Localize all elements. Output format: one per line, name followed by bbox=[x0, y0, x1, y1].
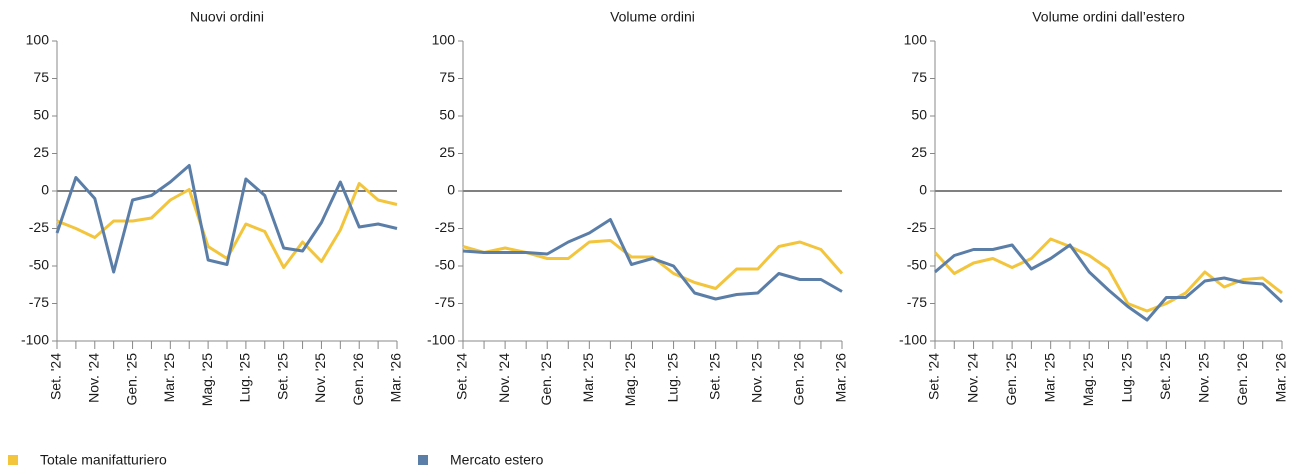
y-tick-label: 0 bbox=[447, 182, 455, 198]
x-tick-label: Lug. '25 bbox=[237, 353, 253, 403]
x-tick-label: Set. '24 bbox=[926, 353, 942, 400]
y-tick-label: 75 bbox=[439, 69, 455, 85]
x-tick-label: Nov. '24 bbox=[85, 353, 101, 403]
series-line bbox=[933, 237, 1283, 313]
y-tick-label: -75 bbox=[907, 294, 927, 310]
x-tick-label: Mar. '25 bbox=[161, 353, 177, 403]
series-line bbox=[55, 164, 398, 274]
y-tick-label: 0 bbox=[919, 182, 927, 198]
panel-title: Nuovi ordini bbox=[190, 9, 264, 25]
x-tick-label: Set. '25 bbox=[1157, 353, 1173, 400]
y-tick-label: 0 bbox=[41, 182, 49, 198]
x-tick-label: Nov. '24 bbox=[496, 353, 512, 403]
x-tick-label: Mag. '25 bbox=[1080, 353, 1096, 406]
panel-title: Volume ordini bbox=[610, 9, 695, 25]
x-tick-label: Set. '25 bbox=[274, 353, 290, 400]
x-tick-label: Mag. '25 bbox=[622, 353, 638, 406]
y-tick-label: -100 bbox=[899, 332, 927, 348]
series-line bbox=[934, 243, 1284, 322]
y-tick-label: -50 bbox=[29, 257, 49, 273]
x-tick-label: Mar. '26 bbox=[833, 353, 849, 403]
series-line bbox=[462, 239, 844, 290]
x-tick-label: Mar. '25 bbox=[1041, 353, 1057, 403]
x-tick-label: Mag. '25 bbox=[199, 353, 215, 406]
x-tick-label: Gen. '25 bbox=[538, 353, 554, 406]
y-tick-label: -25 bbox=[435, 219, 455, 235]
x-tick-label: Lug. '25 bbox=[1118, 353, 1134, 403]
x-tick-label: Mar. '26 bbox=[388, 353, 404, 403]
y-tick-label: 50 bbox=[911, 107, 927, 123]
y-tick-label: -50 bbox=[907, 257, 927, 273]
legend-label: Totale manifatturiero bbox=[40, 452, 167, 468]
y-tick-label: 50 bbox=[439, 107, 455, 123]
x-tick-label: Set. '25 bbox=[706, 353, 722, 400]
y-tick-label: -75 bbox=[435, 294, 455, 310]
x-tick-label: Gen. '26 bbox=[1234, 353, 1250, 406]
y-tick-label: -25 bbox=[29, 219, 49, 235]
legend-swatch bbox=[8, 455, 18, 465]
x-tick-label: Gen. '26 bbox=[350, 353, 366, 406]
y-tick-label: 75 bbox=[33, 69, 49, 85]
y-tick-label: 100 bbox=[26, 32, 50, 48]
y-tick-label: 100 bbox=[432, 32, 456, 48]
y-tick-label: -75 bbox=[29, 294, 49, 310]
legend-label: Mercato estero bbox=[450, 452, 544, 468]
legend-swatch bbox=[418, 455, 428, 465]
y-tick-label: -50 bbox=[435, 257, 455, 273]
x-tick-label: Gen. '25 bbox=[123, 353, 139, 406]
x-tick-label: Lug. '25 bbox=[664, 353, 680, 403]
x-tick-label: Nov. '25 bbox=[748, 353, 764, 403]
panel-title: Volume ordini dall’estero bbox=[1032, 9, 1185, 25]
y-tick-label: 25 bbox=[33, 144, 49, 160]
x-tick-label: Nov. '24 bbox=[964, 353, 980, 403]
y-tick-label: -25 bbox=[907, 219, 927, 235]
y-tick-label: 75 bbox=[911, 69, 927, 85]
y-tick-label: -100 bbox=[427, 332, 455, 348]
y-tick-label: 25 bbox=[911, 144, 927, 160]
series-line bbox=[462, 218, 843, 301]
y-tick-label: 25 bbox=[439, 144, 455, 160]
x-tick-label: Gen. '25 bbox=[1003, 353, 1019, 406]
y-tick-label: 50 bbox=[33, 107, 49, 123]
y-tick-label: 100 bbox=[904, 32, 928, 48]
x-tick-label: Nov. '25 bbox=[1196, 353, 1212, 403]
x-tick-label: Set. '24 bbox=[454, 353, 470, 400]
x-tick-label: Gen. '26 bbox=[791, 353, 807, 406]
x-tick-label: Mar. '25 bbox=[580, 353, 596, 403]
x-tick-label: Nov. '25 bbox=[312, 353, 328, 403]
y-tick-label: -100 bbox=[21, 332, 49, 348]
x-tick-label: Set. '24 bbox=[48, 353, 64, 400]
x-tick-label: Mar. '26 bbox=[1273, 353, 1289, 403]
